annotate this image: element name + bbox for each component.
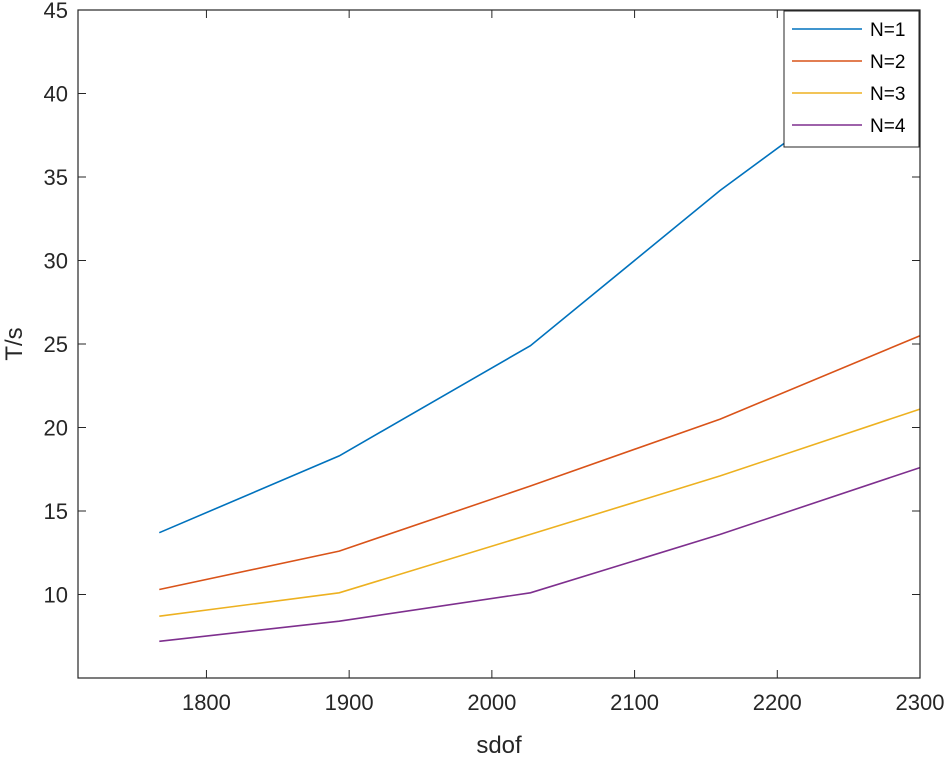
x-tick-label: 1900: [325, 690, 374, 715]
y-tick-label: 45: [44, 0, 68, 23]
x-tick-label: 2100: [610, 690, 659, 715]
y-tick-label: 40: [44, 82, 68, 107]
ticks-group: 1800 1900 2000 2100 2200 2300 10 15 20 25 30 35 40 45: [44, 0, 945, 715]
legend-label: N=3: [870, 84, 905, 105]
legend-label: N=1: [870, 20, 905, 41]
x-axis-title: sdof: [476, 732, 522, 758]
legend-label: N=4: [870, 116, 906, 137]
legend-label: N=2: [870, 52, 905, 73]
y-axis-title: T/s: [1, 327, 28, 360]
x-tick-label: 2200: [753, 690, 802, 715]
x-tick-label: 1800: [182, 690, 231, 715]
y-tick-label: 10: [44, 583, 68, 608]
series-line-2: [159, 334, 921, 591]
series-line-3: [159, 408, 921, 617]
legend: N=1 N=2 N=3 N=4: [783, 10, 920, 148]
x-tick-label: 2300: [896, 690, 945, 715]
y-tick-label: 35: [44, 165, 68, 190]
series-line-4: [159, 466, 921, 643]
y-tick-label: 15: [44, 499, 68, 524]
plot-area: [78, 10, 920, 678]
y-tick-label: 30: [44, 249, 68, 274]
y-tick-label: 25: [44, 332, 68, 357]
y-tick-label: 20: [44, 416, 68, 441]
x-tick-label: 2000: [467, 690, 516, 715]
